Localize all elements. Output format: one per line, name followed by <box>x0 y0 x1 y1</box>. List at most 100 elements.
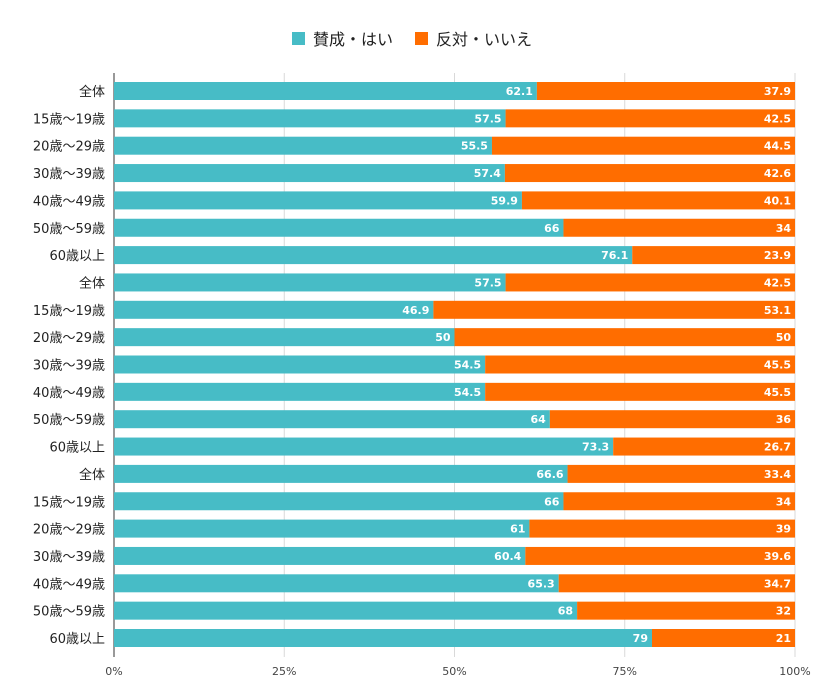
legend-swatch-yes <box>291 31 305 45</box>
data-label-no: 36 <box>776 413 792 426</box>
bar-yes <box>114 218 564 237</box>
bar-yes <box>114 300 434 319</box>
data-label-no: 39.6 <box>764 550 791 563</box>
category-label: 50歳〜59歳 <box>33 413 105 428</box>
bar-no <box>454 328 795 347</box>
category-label: 30歳〜39歳 <box>33 167 105 182</box>
data-label-yes: 79 <box>633 632 648 645</box>
bar-yes <box>114 574 559 593</box>
category-label: 30歳〜39歳 <box>33 359 105 374</box>
bar-yes <box>114 519 530 538</box>
category-label: 60歳以上 <box>49 249 105 264</box>
x-tick-label: 25% <box>272 665 296 678</box>
category-label: 60歳以上 <box>49 441 105 456</box>
bar-no <box>529 519 795 538</box>
category-label: 40歳〜49歳 <box>33 577 105 592</box>
bar-no <box>485 355 795 374</box>
bar-yes <box>114 355 486 374</box>
data-label-no: 34.7 <box>764 577 791 590</box>
x-tick-label: 75% <box>613 665 637 678</box>
category-label: 15歳〜19歳 <box>33 495 105 510</box>
bar-no <box>563 492 795 511</box>
data-label-no: 45.5 <box>764 386 791 399</box>
data-label-no: 45.5 <box>764 359 791 372</box>
category-label: 15歳〜19歳 <box>33 304 105 319</box>
x-tick-label: 0% <box>105 665 122 678</box>
bar-no <box>651 629 795 647</box>
category-label: 40歳〜49歳 <box>33 386 105 401</box>
bar-no <box>549 410 795 429</box>
data-label-yes: 54.5 <box>454 386 481 399</box>
data-label-no: 40.1 <box>764 194 791 207</box>
bar-no <box>521 191 795 210</box>
category-label: 30歳〜39歳 <box>33 550 105 565</box>
bar-yes <box>114 273 506 292</box>
data-label-yes: 59.9 <box>491 194 518 207</box>
data-label-yes: 61 <box>510 523 525 536</box>
legend: 賛成・はい 反対・いいえ <box>0 26 824 50</box>
data-label-yes: 64 <box>531 413 547 426</box>
data-label-no: 21 <box>776 632 791 645</box>
data-label-no: 42.5 <box>764 112 791 125</box>
bar-yes <box>114 328 455 347</box>
bar-no <box>505 273 795 292</box>
data-label-no: 23.9 <box>764 249 791 262</box>
bar-no <box>505 109 795 128</box>
bar-no <box>491 136 795 155</box>
bar-no <box>563 218 795 237</box>
data-label-no: 44.5 <box>764 140 791 153</box>
bar-yes <box>114 136 492 155</box>
category-label: 50歳〜59歳 <box>33 222 105 237</box>
bar-yes <box>114 109 506 128</box>
bar-no <box>536 82 795 100</box>
bar-yes <box>114 382 486 401</box>
data-label-yes: 66 <box>544 222 560 235</box>
data-label-no: 53.1 <box>764 304 791 317</box>
data-label-yes: 68 <box>558 605 573 618</box>
legend-label-no: 反対・いいえ <box>436 30 533 49</box>
bar-yes <box>114 246 633 265</box>
bar-no <box>525 546 795 565</box>
category-label: 50歳〜59歳 <box>33 605 105 620</box>
legend-swatch-no <box>415 31 428 45</box>
category-label: 全体 <box>79 84 105 100</box>
bar-no <box>504 164 795 183</box>
bar-no <box>632 246 795 265</box>
category-label: 15歳〜19歳 <box>33 112 105 127</box>
bar-yes <box>114 464 568 483</box>
data-label-yes: 50 <box>435 331 451 344</box>
bar-yes <box>114 601 578 620</box>
data-label-yes: 55.5 <box>461 140 488 153</box>
data-label-yes: 66 <box>544 495 560 508</box>
x-tick-label: 50% <box>442 665 466 678</box>
bar-no <box>613 437 795 456</box>
data-label-yes: 76.1 <box>601 249 628 262</box>
legend-item-no[interactable]: 反対・いいえ <box>415 26 532 50</box>
bar-no <box>433 300 795 319</box>
bar-no <box>567 464 795 483</box>
category-label: 全体 <box>79 467 105 483</box>
data-label-no: 33.4 <box>764 468 791 481</box>
data-label-yes: 57.5 <box>474 276 501 289</box>
category-label: 20歳〜29歳 <box>33 523 105 538</box>
data-label-no: 42.6 <box>764 167 791 180</box>
legend-item-yes[interactable]: 賛成・はい <box>291 26 393 50</box>
data-label-yes: 65.3 <box>528 577 555 590</box>
bar-yes <box>114 629 652 647</box>
data-label-yes: 57.4 <box>474 167 501 180</box>
category-label: 40歳〜49歳 <box>33 194 105 209</box>
bar-yes <box>114 164 505 183</box>
data-label-no: 39 <box>776 523 791 536</box>
bar-yes <box>114 82 537 100</box>
data-label-yes: 66.6 <box>536 468 563 481</box>
data-label-no: 32 <box>776 605 791 618</box>
data-label-no: 26.7 <box>764 441 791 454</box>
data-label-no: 34 <box>776 222 792 235</box>
category-label: 全体 <box>79 275 105 291</box>
data-label-yes: 60.4 <box>494 550 521 563</box>
data-label-no: 50 <box>776 331 792 344</box>
data-label-yes: 54.5 <box>454 359 481 372</box>
bar-yes <box>114 191 522 210</box>
data-label-no: 42.5 <box>764 276 791 289</box>
